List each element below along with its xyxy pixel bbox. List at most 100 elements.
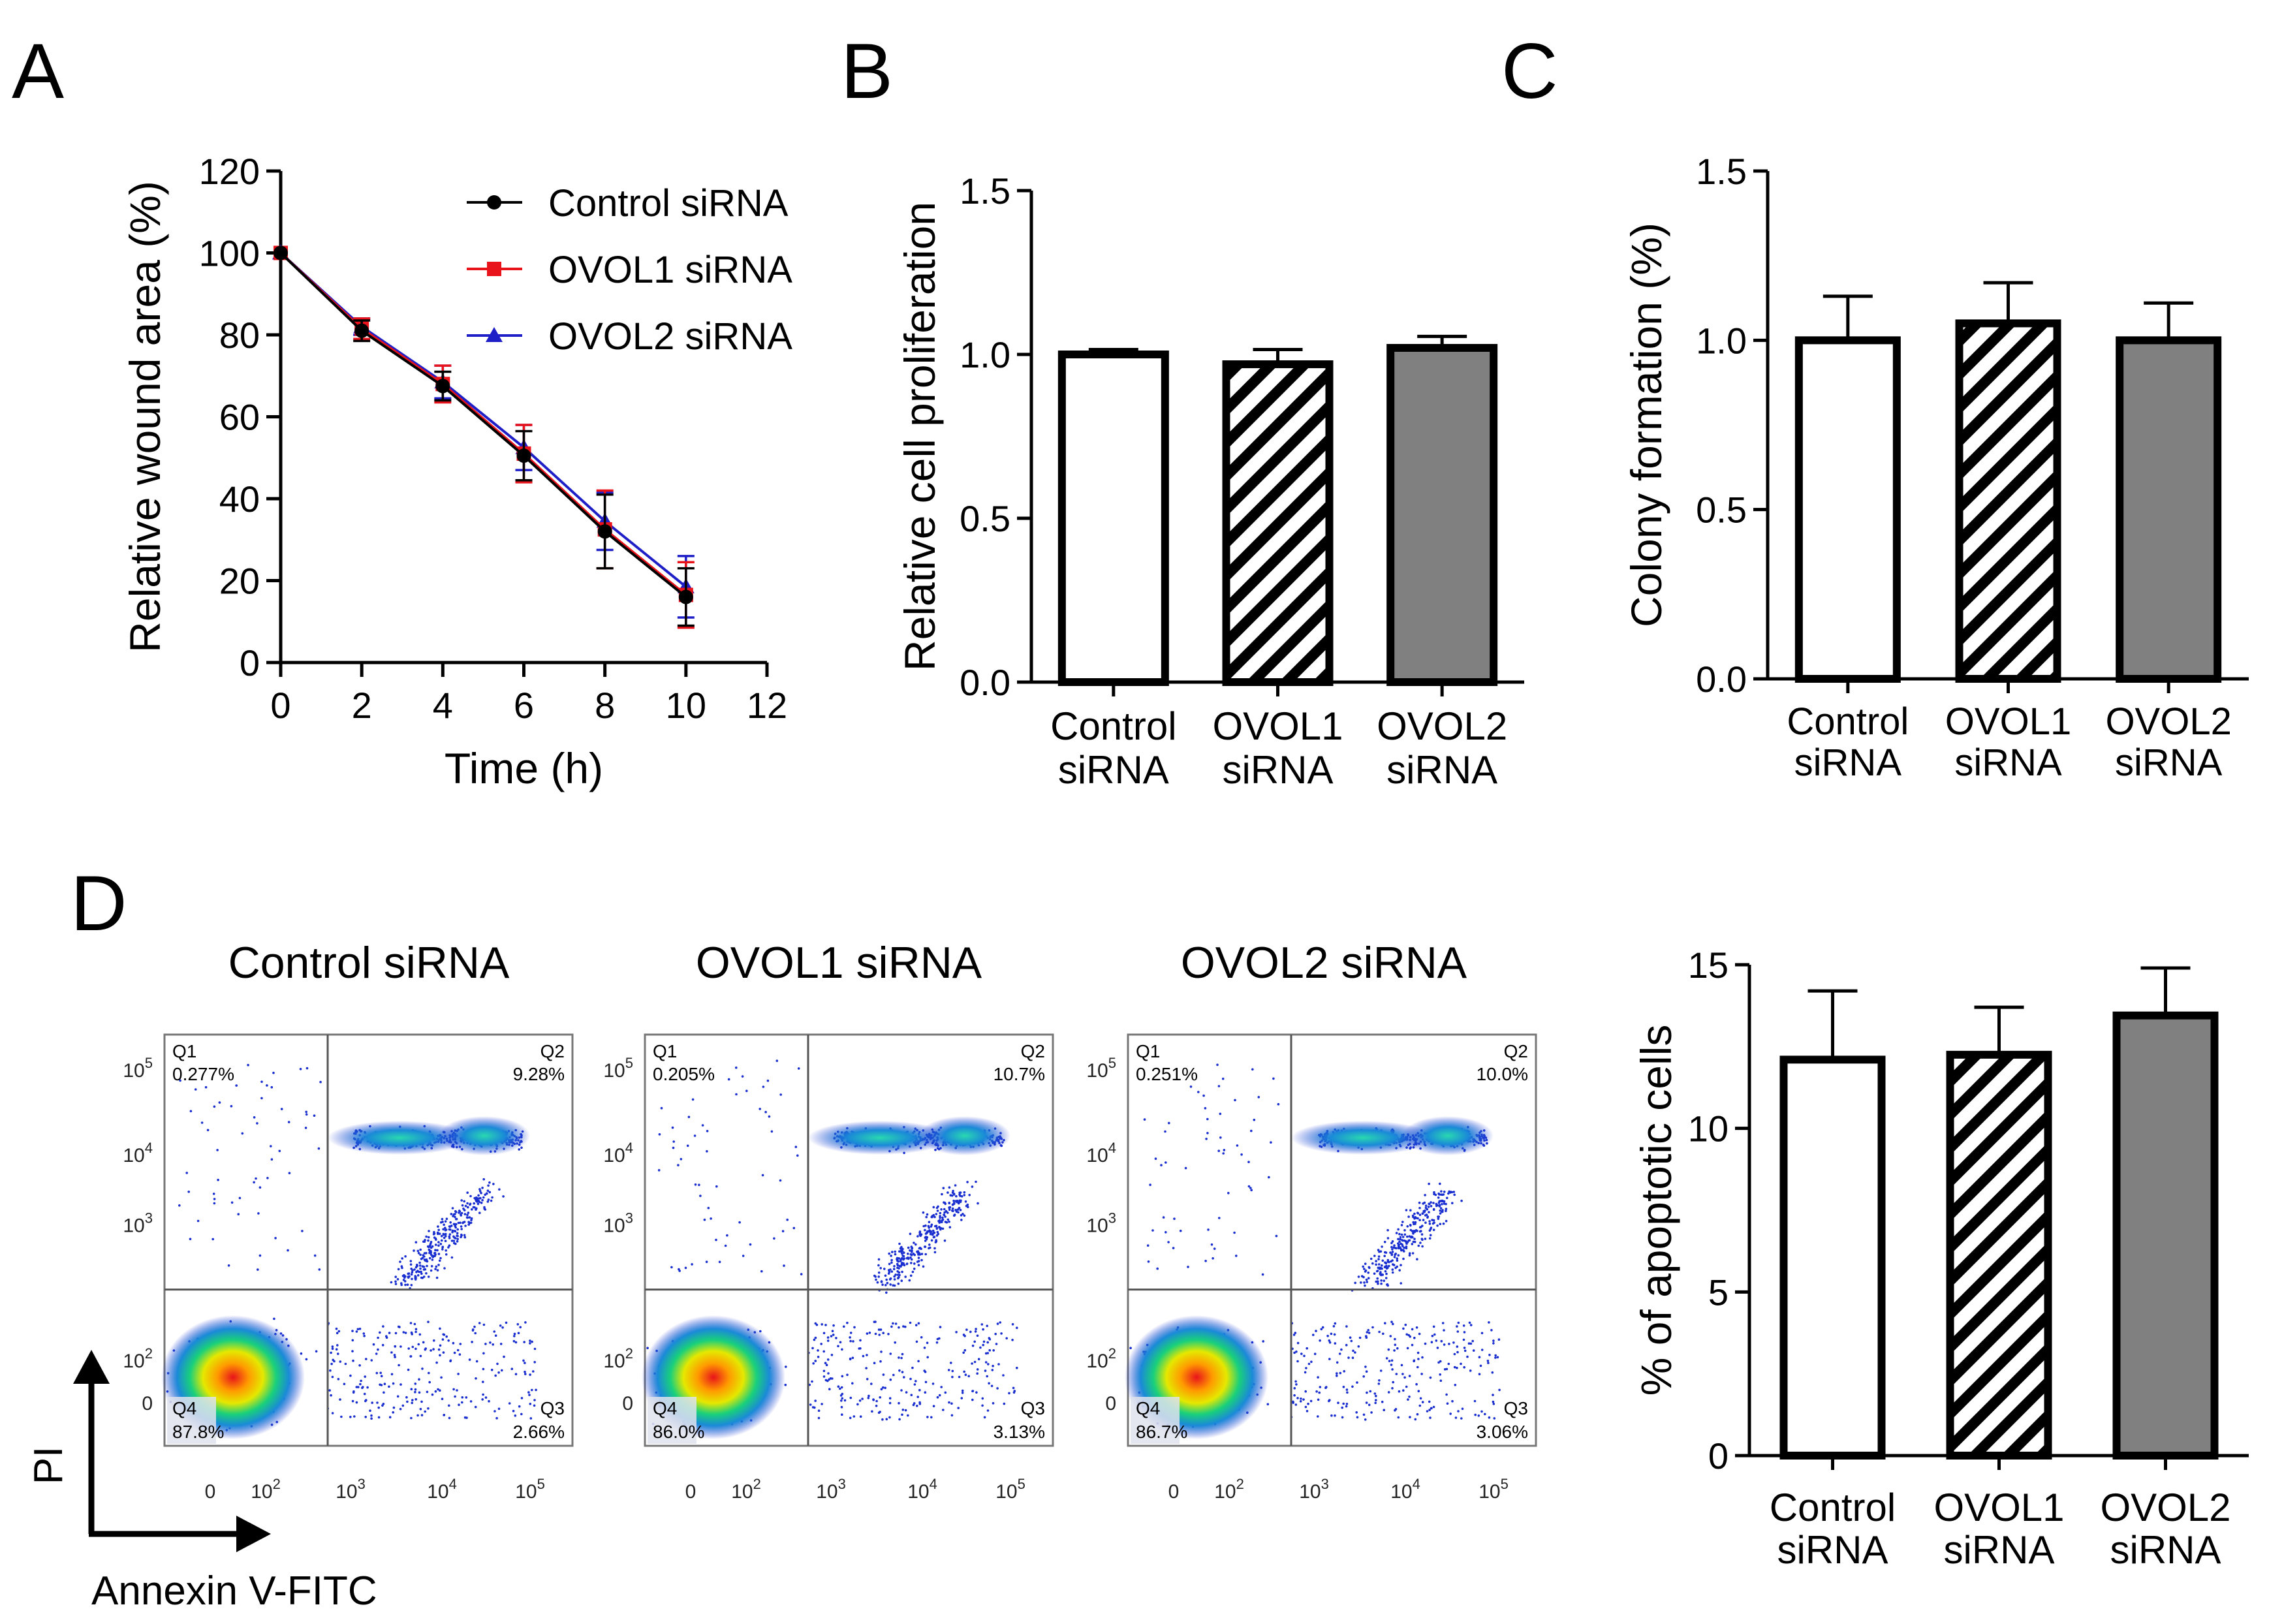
event-dot [904,1275,907,1278]
event-dot [955,1195,958,1198]
event-dot [458,1210,461,1212]
event-dot [488,1181,491,1184]
event-dot [943,1213,946,1217]
event-dot [448,1237,451,1240]
event-dot [1421,1356,1424,1359]
event-dot [939,1226,943,1230]
event-dot [794,1146,798,1148]
event-dot [1307,1402,1309,1405]
event-dot [1302,1398,1305,1401]
event-dot [331,1375,334,1379]
event-dot [330,1394,332,1397]
event-dot [405,1396,408,1399]
event-dot [441,1217,444,1221]
event-dot [894,1322,898,1325]
event-dot [301,1230,304,1232]
event-dot [287,1121,290,1123]
event-dot [1454,1416,1458,1419]
event-dot [910,1394,913,1396]
x-tick-exponent: 3 [838,1476,846,1492]
event-dot [430,1265,433,1268]
event-dot [963,1349,967,1352]
event-dot [1408,1375,1411,1377]
event-dot [812,1362,815,1365]
event-dot [529,1403,532,1405]
event-dot [1373,1272,1376,1275]
event-dot [920,1258,923,1262]
event-dot [950,1414,954,1417]
event-dot [982,1343,984,1347]
event-dot [451,1230,454,1234]
event-dot [519,1326,522,1329]
event-dot [1002,1374,1005,1377]
category-label: Control [1050,704,1176,748]
event-dot [901,1270,903,1273]
event-dot [1457,1321,1460,1324]
event-dot [472,1206,475,1209]
event-dot [898,1275,900,1279]
event-dot [878,1334,881,1336]
event-dot [1355,1411,1358,1414]
event-dot [809,1403,812,1406]
event-dot [514,1373,518,1375]
event-dot [430,1250,432,1253]
event-dot [909,1232,912,1236]
event-dot [247,1063,249,1067]
event-dot [1398,1240,1401,1243]
event-dot [448,1228,451,1231]
event-dot [465,1416,468,1419]
event-dot [1330,1332,1333,1335]
event-dot [1405,1385,1408,1388]
event-dot [484,1343,487,1345]
event-dot [434,1268,437,1270]
event-dot [1428,1220,1431,1223]
event-dot [762,1085,765,1088]
event-dot [328,1389,331,1392]
event-dot [460,1228,463,1230]
event-dot [927,1225,930,1228]
series-0 [274,245,695,627]
event-dot [427,1239,430,1242]
event-dot [963,1214,966,1217]
event-dot [971,1362,973,1365]
y-tick-label: 105 [123,1055,153,1082]
event-dot [861,1398,864,1400]
event-dot [896,1270,899,1273]
event-dot [416,1414,419,1417]
event-dot [1454,1384,1457,1386]
event-dot [929,1232,932,1236]
event-dot [313,1114,316,1117]
event-dot [899,1247,902,1250]
event-dot [883,1268,886,1270]
event-dot [1492,1400,1495,1403]
event-dot [451,1207,454,1210]
event-dot [1433,1333,1436,1336]
event-dot [950,1362,952,1364]
event-dot [497,1407,501,1411]
event-dot [1474,1413,1477,1416]
event-dot [335,1348,338,1351]
event-dot [1410,1235,1413,1238]
x-tick-label: 103 [816,1476,846,1503]
event-dot [441,1221,444,1223]
event-dot [952,1199,955,1202]
event-dot [971,1344,975,1347]
event-dot [200,1121,204,1124]
event-dot [445,1232,447,1236]
event-dot [849,1339,852,1343]
event-dot [410,1273,413,1276]
event-dot [839,1341,842,1344]
event-dot [988,1349,991,1352]
event-dot [1439,1212,1442,1215]
bar [1386,343,1498,686]
event-dot [901,1262,904,1264]
event-dot [336,1344,339,1347]
event-dot [1016,1366,1018,1369]
event-dot [1469,1369,1472,1372]
event-dot [421,1367,424,1370]
event-dot [524,1362,526,1364]
event-dot [879,1396,881,1399]
event-dot [957,1211,960,1214]
event-dot [859,1415,862,1418]
event-dot [1363,1268,1366,1270]
